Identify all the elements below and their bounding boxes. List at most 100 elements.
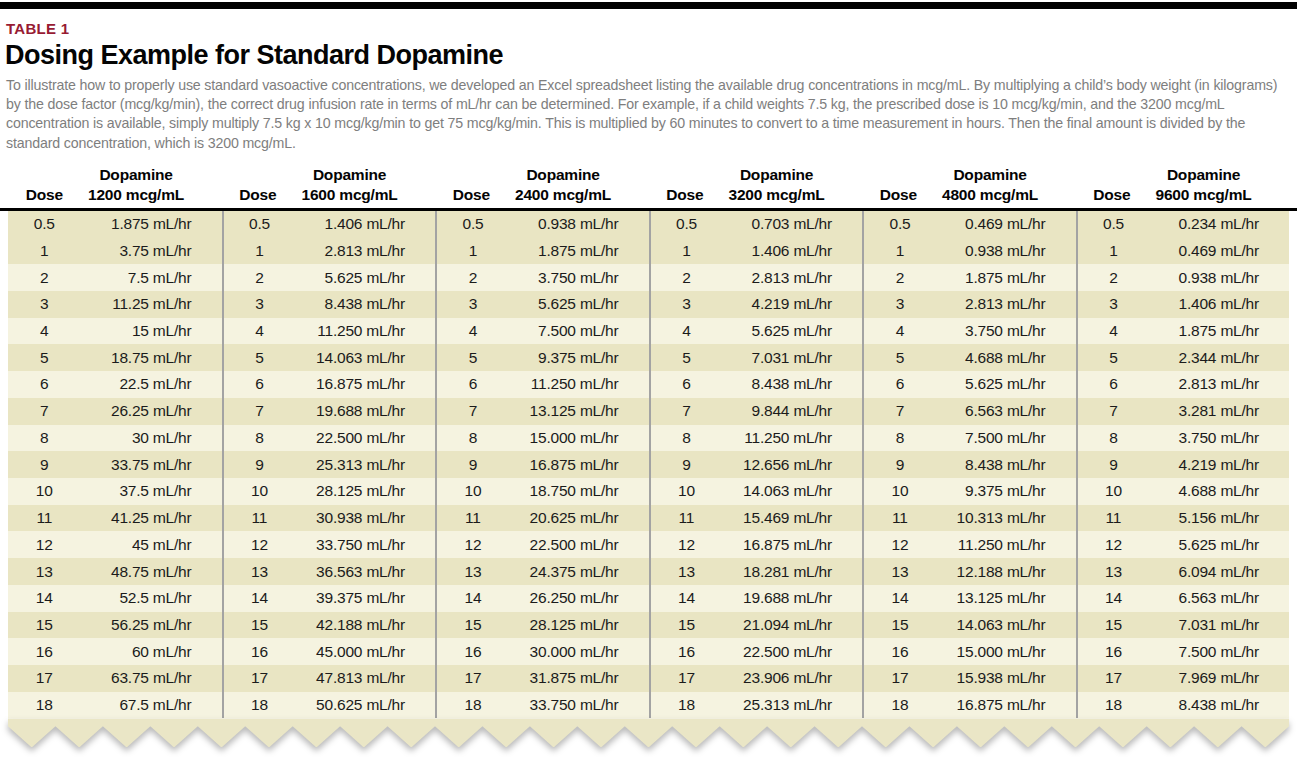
column-group-cell: 73.281 mL/hr [1076,398,1290,425]
column-group-cell: 1825.313 mL/hr [649,692,863,719]
dose-cell: 6 [864,375,936,393]
column-group-cell: 415 mL/hr [8,318,222,345]
column-group-cell: 1318.281 mL/hr [649,558,863,585]
column-group-cell: 411.250 mL/hr [222,318,436,345]
rate-cell: 15.000 mL/hr [509,429,649,447]
column-group-cell: 1747.813 mL/hr [222,665,436,692]
rate-cell: 26.250 mL/hr [509,589,649,607]
rate-cell: 5.156 mL/hr [1149,509,1289,527]
rate-cell: 1.875 mL/hr [1149,322,1289,340]
table-row: 13.75 mL/hr12.813 mL/hr11.875 mL/hr11.40… [8,238,1289,265]
rate-cell: 22.500 mL/hr [509,536,649,554]
rate-cell: 60 mL/hr [81,643,222,661]
rate-cell: 30.938 mL/hr [295,509,435,527]
dose-cell: 18 [224,696,296,714]
column-group-cell: 1037.5 mL/hr [8,478,222,505]
table-row: 1245 mL/hr1233.750 mL/hr1222.500 mL/hr12… [8,531,1289,558]
dose-cell: 13 [437,563,509,581]
dose-cell: 17 [864,669,936,687]
rate-cell: 41.25 mL/hr [81,509,222,527]
column-group-cell: 136.094 mL/hr [1076,558,1290,585]
column-group-cell: 83.750 mL/hr [1076,425,1290,452]
rate-cell: 2.813 mL/hr [722,269,862,287]
dose-cell: 13 [1078,563,1150,581]
table-row: 1556.25 mL/hr1542.188 mL/hr1528.125 mL/h… [8,612,1289,639]
column-group-cell: 1211.250 mL/hr [862,531,1076,558]
rate-cell: 18.281 mL/hr [722,563,862,581]
dose-cell: 11 [8,509,81,527]
rate-cell: 7.969 mL/hr [1149,669,1289,687]
column-group-cell: 43.750 mL/hr [862,318,1076,345]
dose-cell: 13 [651,563,723,581]
column-group-cell: 514.063 mL/hr [222,344,436,371]
table-row: 1660 mL/hr1645.000 mL/hr1630.000 mL/hr16… [8,638,1289,665]
rate-cell: 28.125 mL/hr [509,616,649,634]
drug-name-header: Dopamine [294,166,435,184]
rate-cell: 4.219 mL/hr [722,295,862,313]
column-group-cell: 1850.625 mL/hr [222,692,436,719]
dose-cell: 12 [8,536,81,554]
rate-cell: 0.234 mL/hr [1149,215,1289,233]
header-group: DopamineDose1600 mcg/mL [222,166,436,204]
column-group-cell: 1014.063 mL/hr [649,478,863,505]
dose-cell: 14 [1078,589,1150,607]
dose-cell: 12 [437,536,509,554]
rate-cell: 45.000 mL/hr [295,643,435,661]
rate-cell: 3.281 mL/hr [1149,402,1289,420]
rate-cell: 1.406 mL/hr [722,242,862,260]
page-title: Dosing Example for Standard Dopamine [5,40,1297,71]
column-group-cell: 188.438 mL/hr [1076,692,1290,719]
dose-cell: 2 [437,269,509,287]
column-group-cell: 32.813 mL/hr [862,291,1076,318]
column-group-cell: 726.25 mL/hr [8,398,222,425]
dose-cell: 3 [651,295,723,313]
rate-cell: 8.438 mL/hr [722,375,862,393]
dose-cell: 2 [651,269,723,287]
column-group-cell: 41.875 mL/hr [1076,318,1290,345]
column-group-cell: 1413.125 mL/hr [862,585,1076,612]
dose-cell: 4 [864,322,936,340]
dose-column-header: Dose [862,186,935,204]
rate-cell: 0.938 mL/hr [1149,269,1289,287]
rate-cell: 15.469 mL/hr [722,509,862,527]
dose-cell: 10 [1078,482,1150,500]
dose-cell: 12 [864,536,936,554]
column-group-cell: 713.125 mL/hr [435,398,649,425]
dose-cell: 5 [1078,349,1150,367]
concentration-header: 4800 mcg/mL [935,186,1076,204]
dose-cell: 9 [864,456,936,474]
rate-cell: 9.375 mL/hr [509,349,649,367]
dose-cell: 14 [651,589,723,607]
rate-cell: 22.5 mL/hr [81,375,222,393]
rate-cell: 3.750 mL/hr [936,322,1076,340]
dose-cell: 16 [437,643,509,661]
rate-cell: 48.75 mL/hr [81,563,222,581]
rate-cell: 18.75 mL/hr [81,349,222,367]
column-group-cell: 125.625 mL/hr [1076,531,1290,558]
column-group-cell: 57.031 mL/hr [649,344,863,371]
column-group-cell: 76.563 mL/hr [862,398,1076,425]
column-group-cell: 622.5 mL/hr [8,371,222,398]
column-group-cell: 1660 mL/hr [8,638,222,665]
dose-cell: 6 [8,375,81,393]
dose-cell: 0.5 [8,215,81,233]
rate-cell: 11.250 mL/hr [295,322,435,340]
rate-cell: 67.5 mL/hr [81,696,222,714]
rate-cell: 7.500 mL/hr [509,322,649,340]
column-group-cell: 1233.750 mL/hr [222,531,436,558]
rate-cell: 36.563 mL/hr [295,563,435,581]
rate-cell: 5.625 mL/hr [509,295,649,313]
rate-cell: 16.875 mL/hr [936,696,1076,714]
dose-cell: 4 [224,322,296,340]
dose-cell: 15 [1078,616,1150,634]
dose-cell: 9 [8,456,81,474]
dose-cell: 5 [224,349,296,367]
dose-cell: 1 [437,242,509,260]
column-group-cell: 115.156 mL/hr [1076,505,1290,532]
dose-cell: 8 [864,429,936,447]
column-group-cell: 1110.313 mL/hr [862,505,1076,532]
rate-cell: 7.031 mL/hr [722,349,862,367]
dose-cell: 1 [864,242,936,260]
column-group-cell: 1245 mL/hr [8,531,222,558]
dose-cell: 4 [1078,322,1150,340]
